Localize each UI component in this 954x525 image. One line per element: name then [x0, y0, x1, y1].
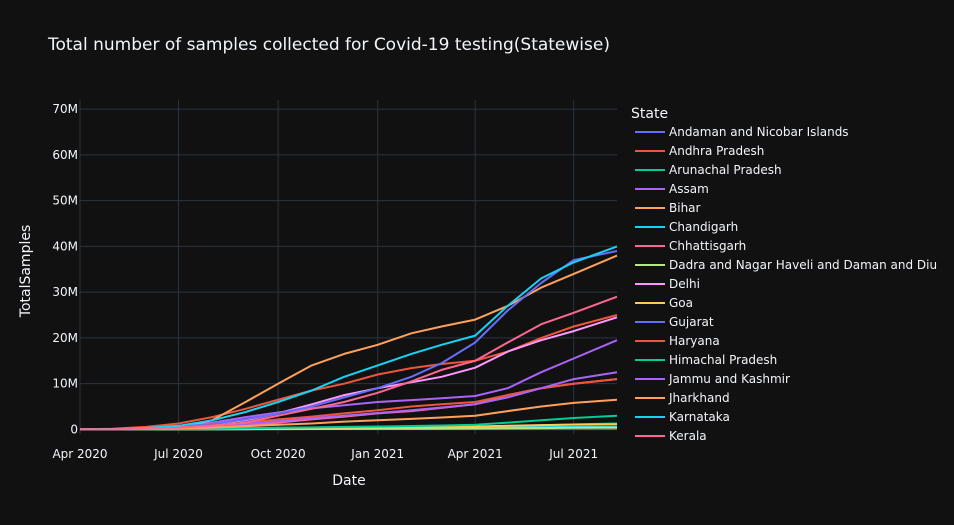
x-tick-label: Oct 2020	[251, 447, 306, 461]
x-axis: Apr 2020 Jul 2020 Oct 2020 Jan 2021 Apr 2021…	[52, 447, 598, 461]
x-tick-label: Jan 2021	[350, 447, 404, 461]
legend-label: Himachal Pradesh	[669, 353, 777, 367]
x-tick-label: Jul 2020	[153, 447, 203, 461]
legend-item[interactable]: Chandigarh	[635, 220, 738, 234]
legend-item[interactable]: Bihar	[635, 201, 701, 215]
legend-item[interactable]: Karnataka	[635, 410, 730, 424]
y-axis-title: TotalSamples	[18, 225, 34, 318]
y-tick-label: 30M	[52, 285, 78, 299]
legend-item[interactable]: Arunachal Pradesh	[635, 163, 782, 177]
series-line[interactable]	[79, 295, 618, 431]
legend-item[interactable]: Haryana	[635, 334, 720, 348]
legend-item[interactable]: Dadra and Nagar Haveli and Daman and Diu	[635, 258, 937, 272]
legend-label: Jharkhand	[668, 391, 730, 405]
grid-lines	[79, 100, 617, 434]
legend-label: Dadra and Nagar Haveli and Daman and Diu	[669, 258, 937, 272]
legend-label: Andaman and Nicobar Islands	[669, 125, 849, 139]
legend-item[interactable]: Assam	[635, 182, 709, 196]
y-tick-label: 40M	[52, 239, 78, 253]
legend-item[interactable]: Gujarat	[635, 315, 714, 329]
series-lines	[79, 245, 618, 431]
legend-label: Chhattisgarh	[669, 239, 746, 253]
x-tick-label: Jul 2021	[548, 447, 598, 461]
y-tick-label: 50M	[52, 194, 78, 208]
legend-item[interactable]: Chhattisgarh	[635, 239, 746, 253]
legend-label: Haryana	[669, 334, 720, 348]
legend-label: Andhra Pradesh	[669, 144, 764, 158]
legend-label: Bihar	[669, 201, 701, 215]
legend-label: Karnataka	[669, 410, 730, 424]
legend-item[interactable]: Delhi	[635, 277, 700, 291]
legend-title: State	[631, 106, 668, 122]
legend-item[interactable]: Andaman and Nicobar Islands	[635, 125, 849, 139]
legend-label: Goa	[669, 296, 693, 310]
legend-label: Arunachal Pradesh	[669, 163, 782, 177]
x-axis-title: Date	[332, 473, 365, 489]
x-tick-label: Apr 2021	[448, 447, 503, 461]
x-tick-label: Apr 2020	[52, 447, 107, 461]
legend-label: Assam	[669, 182, 709, 196]
legend-item[interactable]: Himachal Pradesh	[635, 353, 777, 367]
y-tick-label: 70M	[52, 102, 78, 116]
y-tick-label: 60M	[52, 148, 78, 162]
y-axis: 0 10M 20M 30M 40M 50M 60M 70M	[52, 102, 78, 436]
legend-label: Kerala	[669, 429, 707, 443]
legend-item[interactable]: Jharkhand	[635, 391, 730, 405]
legend-label: Jammu and Kashmir	[668, 372, 790, 386]
y-tick-label: 0	[70, 422, 78, 436]
legend-item[interactable]: Jammu and Kashmir	[635, 372, 790, 386]
legend-label: Gujarat	[669, 315, 714, 329]
legend[interactable]: State Andaman and Nicobar Islands Andhra …	[631, 106, 937, 443]
chart-title: Total number of samples collected for Co…	[47, 35, 610, 55]
legend-item[interactable]: Andhra Pradesh	[635, 144, 764, 158]
legend-label: Delhi	[669, 277, 700, 291]
y-tick-label: 20M	[52, 331, 78, 345]
legend-item[interactable]: Goa	[635, 296, 693, 310]
series-line[interactable]	[79, 245, 618, 431]
legend-item[interactable]: Kerala	[635, 429, 707, 443]
y-tick-label: 10M	[52, 377, 78, 391]
legend-label: Chandigarh	[669, 220, 738, 234]
